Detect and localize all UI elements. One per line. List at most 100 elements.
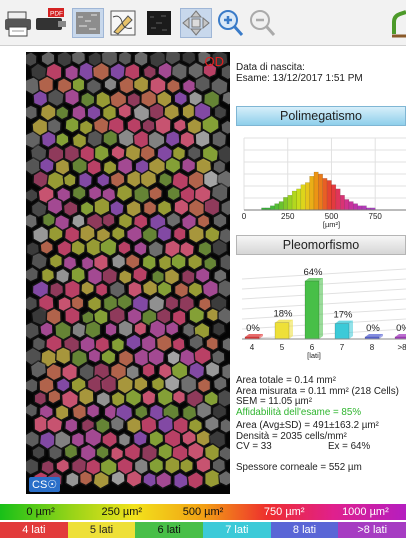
cell: [141, 253, 157, 272]
exam-date-label: Esame: 13/12/2017 1:51 PM: [236, 73, 363, 84]
cell: [92, 470, 110, 490]
cell: [95, 444, 110, 461]
cell: [101, 212, 116, 229]
cell: [26, 429, 41, 449]
cell: [54, 346, 72, 366]
histogram-bar: [283, 197, 288, 211]
pleomorphism-button[interactable]: Pleomorfismo: [236, 235, 406, 255]
cell: [62, 254, 78, 272]
zoom-in-icon[interactable]: [216, 8, 244, 38]
zoom-out-icon[interactable]: [248, 8, 276, 38]
print-icon[interactable]: [4, 8, 32, 38]
pan-icon[interactable]: [180, 8, 212, 38]
cell: [40, 130, 58, 149]
cell: [125, 224, 144, 244]
cell: [41, 211, 57, 228]
cell: [55, 267, 71, 285]
cell: [123, 442, 142, 462]
cell: [99, 374, 118, 394]
cell: [220, 362, 230, 381]
cell: [85, 237, 103, 258]
cell: [213, 104, 228, 121]
cell: [204, 360, 221, 379]
cell: [70, 239, 87, 257]
cell: [84, 427, 103, 448]
cell: [54, 320, 73, 341]
corneal-thickness: Spessore corneale = 552 µm: [236, 462, 362, 473]
cell: [103, 76, 118, 93]
cell: [195, 400, 213, 420]
cell: [71, 131, 88, 150]
cell: [211, 238, 229, 258]
sides-legend-4: 4 lati: [0, 522, 68, 538]
cell: [205, 307, 220, 323]
histogram-bar: [309, 176, 315, 211]
histogram-bar: [305, 182, 310, 211]
cell: [217, 306, 230, 326]
cell: [164, 320, 180, 337]
cell: [203, 196, 221, 217]
cell: [195, 455, 212, 474]
polymegathism-button[interactable]: Polimegatismo: [236, 106, 406, 126]
cell: [142, 64, 157, 80]
histogram-bar: [270, 205, 275, 211]
pdf-badge: PDF: [50, 11, 63, 18]
cell: [142, 471, 158, 489]
cell: [70, 348, 89, 369]
cell: [109, 199, 125, 217]
cell: [93, 196, 111, 217]
export-pdf-icon[interactable]: PDF: [34, 8, 68, 38]
category-label: >8: [397, 343, 406, 352]
area-legend-label: 0 µm²: [26, 506, 55, 518]
cell: [156, 280, 173, 298]
cell: [94, 416, 111, 435]
category-label: 4: [250, 343, 255, 352]
exit-icon[interactable]: [386, 8, 406, 38]
cell: [221, 90, 230, 107]
category-label: 5: [280, 343, 285, 352]
cell: [164, 456, 182, 476]
grid-line: [241, 268, 406, 280]
cell: [80, 280, 96, 297]
grid-line: [241, 328, 406, 340]
endothelium-image[interactable]: OD CS☉: [26, 52, 230, 494]
area-average: Area (Avg±SD) = 491±163.2 µm²: [236, 420, 379, 431]
cell: [87, 184, 103, 202]
area-legend-label: 500 µm²: [182, 506, 224, 518]
cell: [117, 212, 134, 230]
cell: [156, 199, 173, 217]
cell: [96, 172, 111, 188]
cell: [47, 444, 64, 461]
bar-top: [245, 334, 263, 337]
cell: [134, 403, 149, 420]
ex-value: Ex = 64%: [328, 441, 371, 452]
cell: [220, 63, 230, 81]
cell: [178, 240, 196, 259]
cell: [86, 158, 103, 177]
x-axis-unit: [lati]: [307, 351, 321, 360]
grid-line: [241, 298, 406, 310]
cell: [165, 211, 182, 229]
reliability-value: Affidabilità dell'esame = 85%: [236, 406, 362, 418]
cell: [157, 415, 175, 435]
grid-line: [241, 318, 406, 330]
histogram-bar: [322, 178, 328, 211]
grid-line: [241, 278, 406, 290]
cell: [26, 295, 39, 312]
x-tick-label: 500: [325, 212, 339, 221]
grid-line: [241, 308, 406, 320]
cell: [64, 306, 81, 326]
cell: [211, 129, 228, 149]
edit-cells-icon[interactable]: [108, 8, 140, 38]
cell: [203, 414, 220, 433]
cell: [26, 402, 39, 419]
cell: [26, 321, 41, 341]
cell: [142, 199, 158, 217]
toolbar: PDF: [0, 0, 406, 46]
dark-image-icon[interactable]: [144, 8, 176, 38]
texture-view-icon[interactable]: [72, 8, 104, 38]
cell: [202, 61, 218, 79]
histogram-bar: [357, 205, 363, 211]
cell: [212, 212, 228, 230]
cell: [133, 240, 148, 257]
